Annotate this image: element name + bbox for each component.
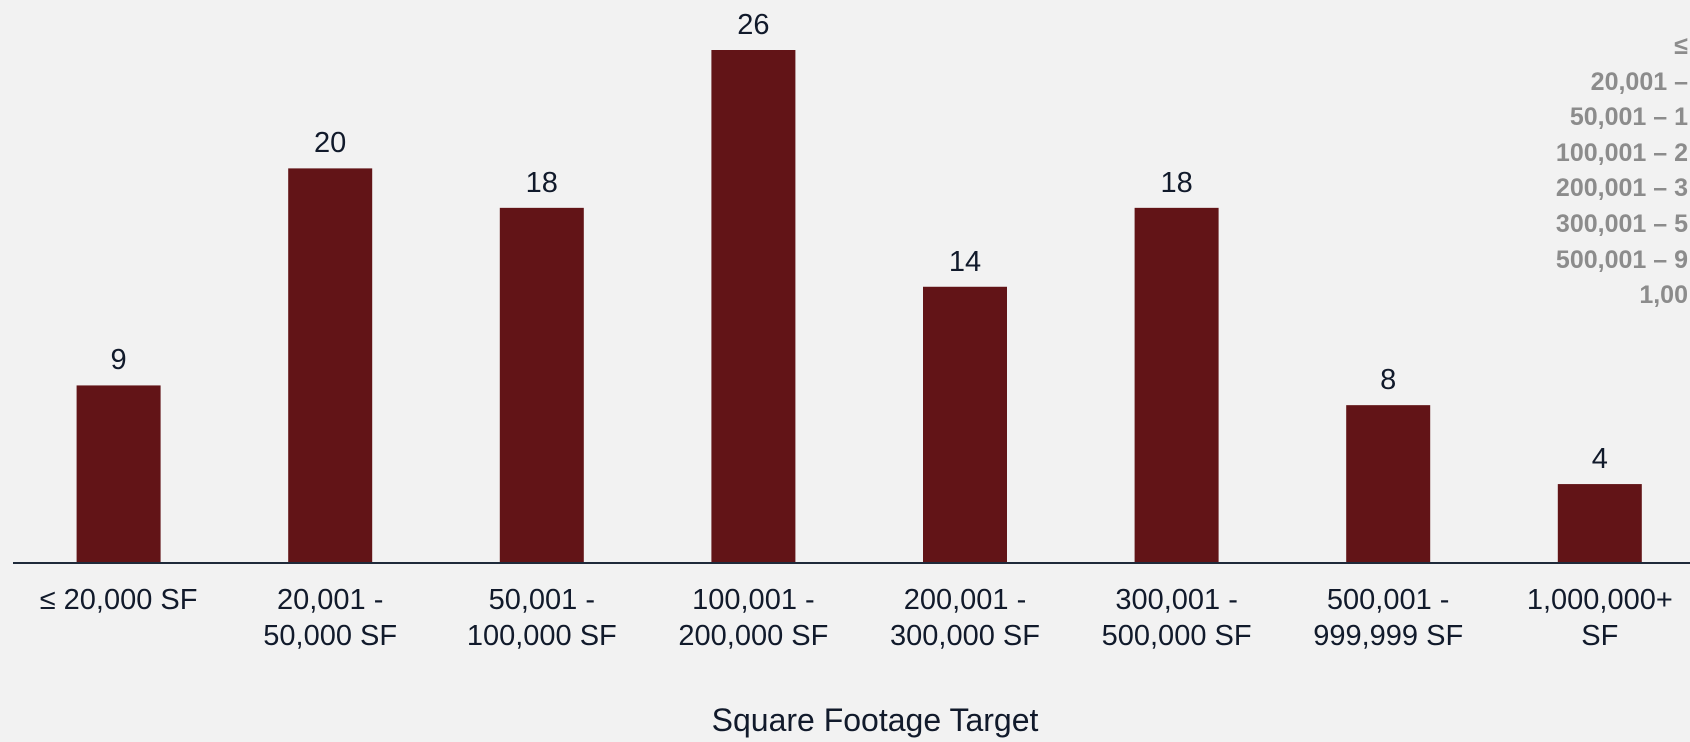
data-label: 18: [1160, 166, 1193, 199]
side-label: ≤: [1674, 32, 1688, 60]
bar: [1134, 207, 1219, 563]
side-label: 50,001 – 1: [1569, 103, 1688, 132]
x-tick-label: 500,001 - 999,999 SF: [1313, 584, 1464, 652]
side-label: 1,00: [1639, 281, 1688, 310]
x-tick-label: 200,001 - 300,000 SF: [890, 584, 1040, 652]
side-label: 300,001 – 5: [1555, 210, 1688, 238]
data-label: 18: [525, 166, 558, 199]
side-label: 100,001 – 2: [1555, 138, 1688, 167]
data-label: 14: [948, 245, 982, 278]
data-label: 20: [314, 127, 347, 160]
x-tick-label: 300,001 - 500,000 SF: [1101, 584, 1252, 652]
data-label: 9: [110, 344, 127, 377]
bar: [499, 207, 584, 563]
x-axis-title: Square Footage Target: [711, 702, 1039, 738]
bar: [288, 168, 373, 563]
data-label: 8: [1380, 364, 1397, 397]
x-tick-label: ≤ 20,000 SF: [39, 584, 198, 616]
bar: [923, 286, 1007, 563]
bar: [76, 385, 161, 563]
side-label: 20,001 –: [1590, 67, 1688, 96]
side-label: 500,001 – 9: [1555, 245, 1688, 274]
data-label: 26: [737, 9, 770, 41]
bar: [711, 50, 796, 563]
x-tick-label: 20,001 - 50,000 SF: [263, 584, 398, 652]
x-tick-label: 100,001 - 200,000 SF: [678, 584, 829, 652]
bar: [1346, 405, 1431, 563]
side-label: 200,001 – 3: [1555, 174, 1688, 203]
x-tick-label: 50,001 - 100,000 SF: [466, 584, 617, 652]
bar: [1557, 484, 1642, 563]
x-tick-label: 1,000,000+ SF: [1526, 584, 1673, 652]
data-label: 4: [1591, 443, 1608, 476]
